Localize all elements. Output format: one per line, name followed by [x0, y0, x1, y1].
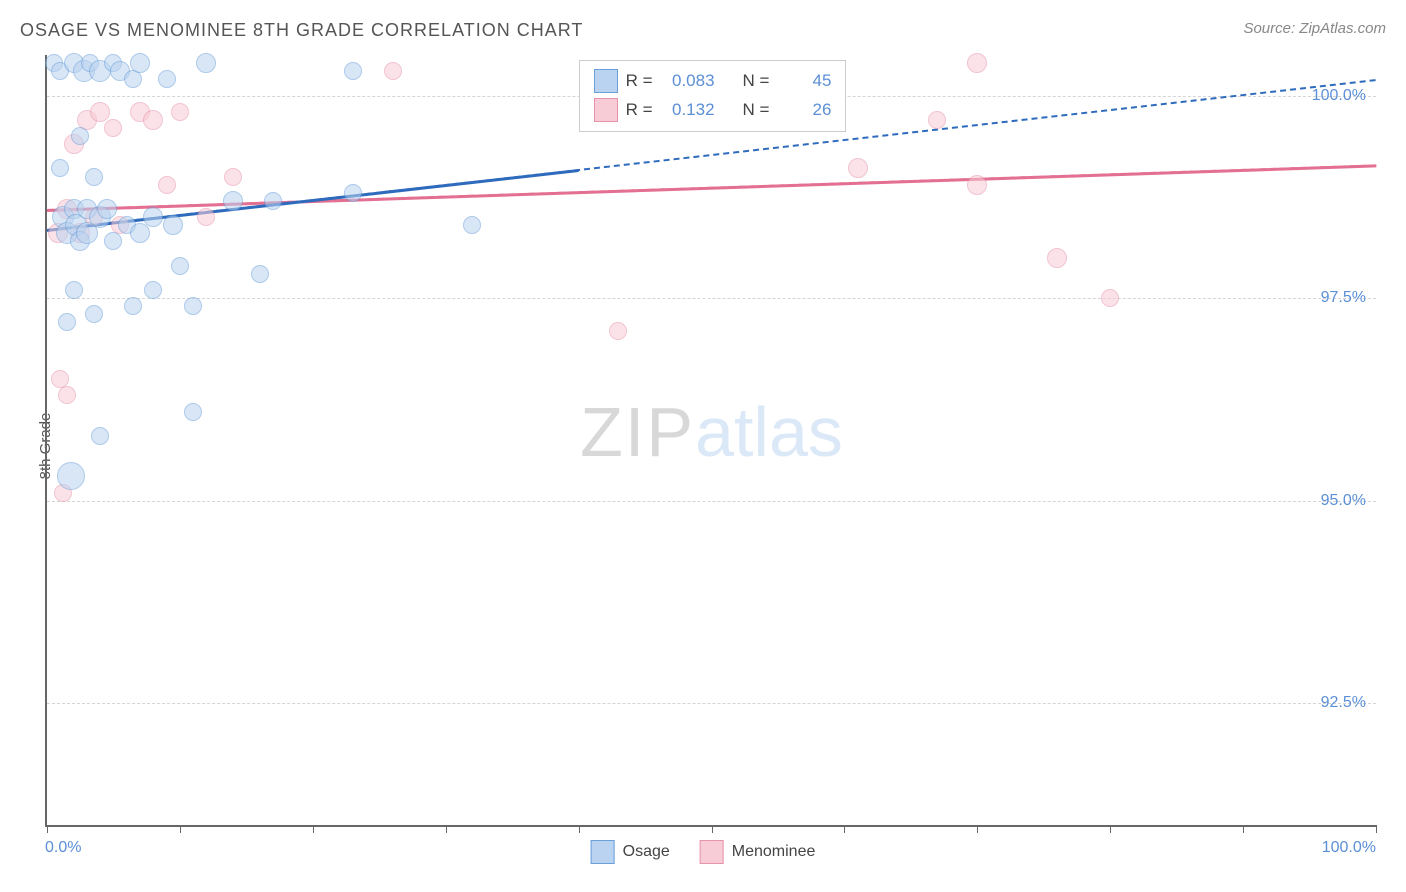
osage-stats-swatch-icon — [594, 69, 618, 93]
x-tick — [1110, 825, 1111, 833]
menominee-n-value: 26 — [777, 96, 831, 125]
x-tick — [180, 825, 181, 833]
watermark-zip: ZIP — [580, 393, 695, 471]
menominee-point — [1047, 248, 1067, 268]
osage-point — [57, 462, 85, 490]
osage-point — [71, 127, 89, 145]
osage-point — [184, 403, 202, 421]
menominee-point — [58, 386, 76, 404]
osage-point — [171, 257, 189, 275]
osage-point — [130, 53, 150, 73]
y-tick-label: 97.5% — [1321, 289, 1366, 307]
osage-point — [58, 313, 76, 331]
menominee-point — [197, 208, 215, 226]
menominee-point — [967, 53, 987, 73]
stats-row-menominee: R = 0.132 N = 26 — [594, 96, 832, 125]
watermark: ZIPatlas — [580, 392, 843, 472]
x-tick — [712, 825, 713, 833]
osage-point — [85, 305, 103, 323]
y-tick-label: 100.0% — [1312, 87, 1366, 105]
x-tick — [1243, 825, 1244, 833]
gridline — [47, 501, 1376, 502]
osage-point — [143, 207, 163, 227]
menominee-r-value: 0.132 — [661, 96, 715, 125]
osage-point — [163, 215, 183, 235]
osage-point — [51, 159, 69, 177]
osage-point — [124, 297, 142, 315]
osage-point — [223, 191, 243, 211]
legend-item-menominee: Menominee — [700, 840, 816, 864]
osage-point — [251, 265, 269, 283]
chart-plot-area: ZIPatlas 92.5% 95.0% 97.5% 100.0% R = 0.083 N … — [45, 55, 1376, 827]
stats-legend: R = 0.083 N = 45 R = 0.132 N = 26 — [579, 60, 847, 132]
menominee-point — [104, 119, 122, 137]
osage-point — [144, 281, 162, 299]
x-min-label: 0.0% — [45, 839, 81, 857]
menominee-trend-solid — [47, 164, 1376, 211]
menominee-swatch-icon — [700, 840, 724, 864]
menominee-point — [928, 111, 946, 129]
osage-point — [184, 297, 202, 315]
osage-point — [91, 427, 109, 445]
osage-point — [264, 192, 282, 210]
osage-point — [158, 70, 176, 88]
x-tick — [977, 825, 978, 833]
source-label: Source: ZipAtlas.com — [1243, 20, 1386, 37]
x-max-label: 100.0% — [1322, 839, 1376, 857]
menominee-point — [143, 110, 163, 130]
y-tick-label: 95.0% — [1321, 492, 1366, 510]
menominee-stats-swatch-icon — [594, 98, 618, 122]
gridline — [47, 298, 1376, 299]
osage-point — [104, 232, 122, 250]
watermark-atlas: atlas — [695, 393, 843, 471]
chart-title: OSAGE VS MENOMINEE 8TH GRADE CORRELATION… — [20, 20, 583, 40]
gridline — [47, 703, 1376, 704]
bottom-legend: Osage Menominee — [591, 840, 816, 864]
osage-point — [344, 184, 362, 202]
osage-swatch-icon — [591, 840, 615, 864]
osage-point — [65, 281, 83, 299]
y-tick-label: 92.5% — [1321, 694, 1366, 712]
menominee-point — [224, 168, 242, 186]
menominee-point — [90, 102, 110, 122]
menominee-point — [384, 62, 402, 80]
menominee-legend-label: Menominee — [732, 843, 816, 861]
n-label: N = — [743, 67, 770, 96]
x-tick — [313, 825, 314, 833]
osage-point — [463, 216, 481, 234]
menominee-point — [609, 322, 627, 340]
osage-legend-label: Osage — [623, 843, 670, 861]
osage-r-value: 0.083 — [661, 67, 715, 96]
osage-point — [196, 53, 216, 73]
osage-n-value: 45 — [777, 67, 831, 96]
menominee-point — [967, 175, 987, 195]
n-label: N = — [743, 96, 770, 125]
menominee-point — [171, 103, 189, 121]
r-label: R = — [626, 96, 653, 125]
menominee-point — [1101, 289, 1119, 307]
osage-point — [97, 199, 117, 219]
menominee-point — [848, 158, 868, 178]
x-tick — [844, 825, 845, 833]
x-tick — [579, 825, 580, 833]
x-tick — [1376, 825, 1377, 833]
menominee-point — [158, 176, 176, 194]
stats-row-osage: R = 0.083 N = 45 — [594, 67, 832, 96]
osage-point — [130, 223, 150, 243]
osage-point — [85, 168, 103, 186]
x-tick — [446, 825, 447, 833]
legend-item-osage: Osage — [591, 840, 670, 864]
osage-point — [344, 62, 362, 80]
x-tick — [47, 825, 48, 833]
r-label: R = — [626, 67, 653, 96]
